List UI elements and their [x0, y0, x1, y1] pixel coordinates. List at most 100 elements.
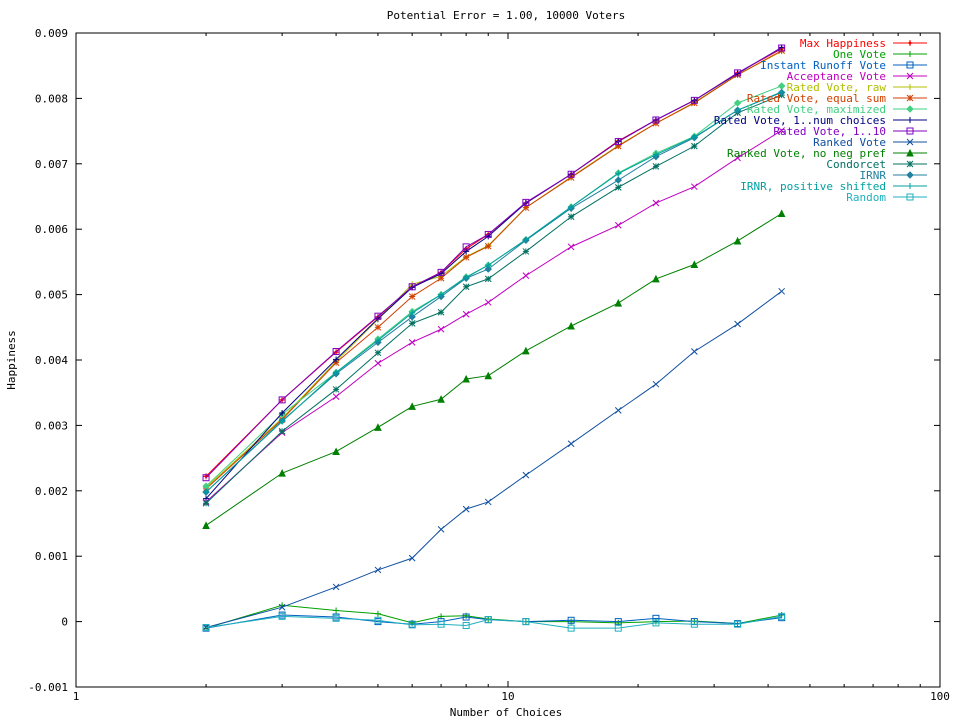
x-tick-label: 1: [73, 690, 80, 703]
legend-marker: [906, 72, 914, 80]
data-point: [614, 221, 622, 229]
series-4: [203, 48, 785, 491]
legend-marker: [907, 40, 913, 46]
data-point: [374, 610, 381, 617]
data-point: [652, 380, 660, 388]
legend-label: Instant Runoff Vote: [760, 59, 886, 72]
y-tick-label: 0.002: [35, 485, 68, 498]
legend-label: Rated Vote, equal sum: [747, 92, 886, 105]
data-point: [778, 44, 786, 52]
legend-marker: [906, 193, 914, 201]
data-point: [408, 554, 416, 562]
data-point: [462, 505, 470, 513]
data-point: [462, 243, 470, 251]
data-point: [437, 526, 445, 533]
data-point: [408, 283, 416, 291]
data-point: [777, 209, 786, 218]
data-point: [278, 469, 286, 477]
data-point: [437, 620, 445, 628]
data-point: [408, 313, 416, 321]
data-point: [408, 621, 416, 629]
legend-marker: [906, 171, 914, 179]
data-point: [437, 325, 445, 333]
x-tick-label: 10: [501, 690, 514, 703]
series-lines: [202, 44, 786, 632]
series-line: [205, 91, 782, 493]
data-point: [374, 616, 382, 624]
data-point: [652, 199, 660, 207]
data-point: [437, 395, 445, 403]
legend-label: IRNR, positive shifted: [740, 180, 886, 193]
data-point: [484, 265, 492, 273]
data-point: [278, 612, 286, 620]
data-point: [567, 213, 575, 221]
data-point: [522, 198, 530, 206]
data-point: [734, 107, 741, 114]
data-point: [332, 583, 340, 591]
series-line: [205, 615, 782, 629]
data-point: [374, 359, 382, 367]
series-line: [205, 50, 782, 488]
data-point: [733, 236, 742, 245]
data-point: [462, 253, 470, 261]
legend-label: Rated Vote, raw: [787, 81, 887, 94]
data-point: [485, 262, 492, 269]
data-point: [374, 312, 382, 320]
x-tick-label: 100: [930, 690, 950, 703]
series-13: [203, 88, 785, 496]
data-point: [484, 498, 492, 506]
data-point: [332, 359, 340, 366]
series-line: [205, 94, 782, 504]
data-point: [437, 308, 445, 316]
y-tick-label: 0.005: [35, 289, 68, 302]
y-tick-label: 0.007: [35, 158, 68, 171]
data-point: [614, 183, 622, 191]
data-point: [734, 320, 741, 328]
series-line: [205, 47, 782, 479]
legend-label: Max Happiness: [800, 37, 886, 50]
data-point: [522, 618, 530, 626]
y-tick-label: 0.008: [35, 92, 68, 105]
data-point: [333, 607, 340, 614]
data-point: [408, 293, 416, 300]
data-point: [614, 624, 622, 632]
data-point: [332, 393, 340, 400]
data-point: [522, 272, 530, 279]
y-tick-label: 0.006: [35, 223, 68, 236]
legend-marker: [907, 117, 913, 123]
data-point: [462, 283, 470, 291]
y-tick-label: 0.009: [35, 27, 68, 40]
data-point: [652, 614, 660, 622]
data-point: [374, 323, 382, 331]
data-point: [614, 407, 622, 414]
legend-marker: [906, 94, 914, 102]
data-point: [278, 603, 286, 611]
data-point: [567, 243, 575, 251]
data-point: [567, 616, 575, 624]
series-14: [202, 612, 786, 632]
data-point: [614, 138, 622, 146]
y-tick-label: -0.001: [28, 681, 68, 694]
data-point: [332, 447, 340, 456]
data-point: [374, 423, 382, 431]
data-point: [332, 347, 340, 355]
series-line: [205, 92, 782, 493]
series-line: [205, 46, 782, 499]
legend-marker: [906, 160, 914, 168]
legend-label: IRNR: [860, 169, 887, 182]
data-point: [484, 230, 492, 238]
data-point: [409, 309, 416, 316]
data-point: [522, 236, 529, 243]
data-point: [408, 320, 416, 327]
legend-marker: [907, 84, 913, 90]
data-point: [733, 99, 742, 107]
data-point: [332, 614, 340, 622]
data-point: [567, 440, 575, 448]
data-point: [522, 471, 530, 479]
data-point: [568, 203, 575, 210]
data-point: [690, 96, 698, 104]
data-point: [484, 275, 492, 283]
